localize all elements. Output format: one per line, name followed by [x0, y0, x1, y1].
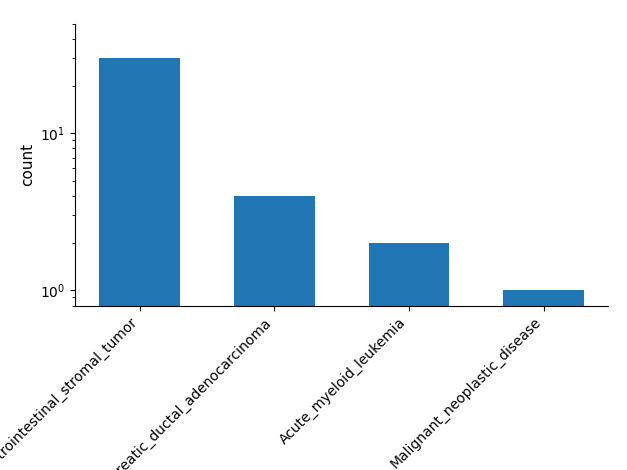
Y-axis label: count: count	[19, 143, 34, 186]
Bar	[503, 290, 584, 470]
Bar	[234, 196, 315, 470]
Bar	[100, 58, 180, 470]
Bar	[369, 243, 450, 470]
